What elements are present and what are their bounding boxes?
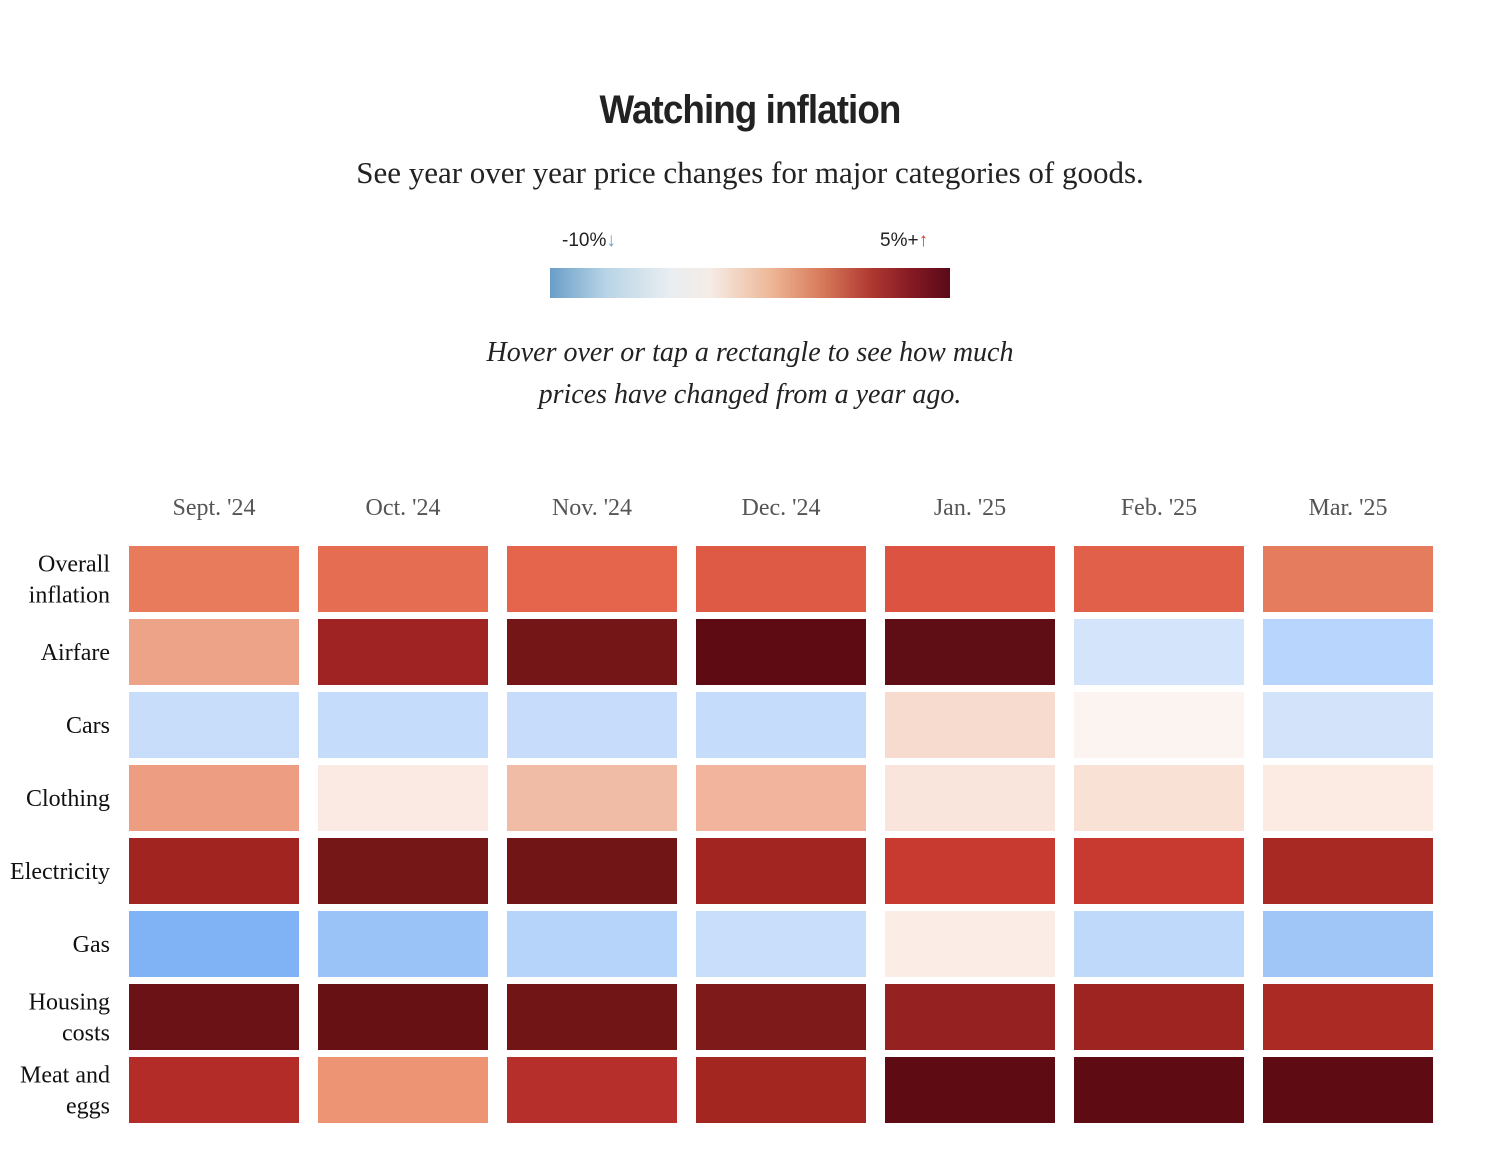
- heatmap-cell[interactable]: [318, 838, 488, 904]
- heatmap-cell[interactable]: [129, 692, 299, 758]
- row-label: Clothing: [26, 786, 110, 812]
- instruction-text: Hover over or tap a rectangle to see how…: [0, 332, 1500, 416]
- legend-low-label: -10%: [562, 230, 607, 251]
- column-label: Mar. '25: [1309, 495, 1388, 521]
- heatmap-cell[interactable]: [129, 911, 299, 977]
- heatmap-cell[interactable]: [1074, 838, 1244, 904]
- heatmap-cell[interactable]: [1263, 838, 1433, 904]
- heatmap-cell[interactable]: [318, 692, 488, 758]
- page-title: Watching inflation: [599, 88, 902, 132]
- heatmap-cell[interactable]: [507, 984, 677, 1050]
- heatmap-cell[interactable]: [696, 984, 866, 1050]
- column-label: Nov. '24: [552, 495, 632, 521]
- heatmap-cell[interactable]: [507, 765, 677, 831]
- heatmap-cell[interactable]: [1074, 984, 1244, 1050]
- heatmap-cell[interactable]: [885, 692, 1055, 758]
- column-label: Oct. '24: [366, 495, 441, 521]
- arrow-up-icon: ↑: [918, 230, 929, 251]
- heatmap-cell[interactable]: [318, 1057, 488, 1123]
- row-label: Meat and: [20, 1063, 110, 1089]
- legend-low: -10%↓: [562, 230, 616, 252]
- heatmap-cell[interactable]: [696, 1057, 866, 1123]
- heatmap-cell[interactable]: [129, 984, 299, 1050]
- column-label: Dec. '24: [742, 495, 821, 521]
- row-label: Gas: [73, 932, 110, 958]
- heatmap-cell[interactable]: [1074, 911, 1244, 977]
- row-label: Airfare: [41, 640, 110, 666]
- heatmap-chart: Sept. '24 Oct. '24 Nov. '24 Dec. '24 Jan. '2…: [10, 495, 1433, 1123]
- legend-gradient-bar: [550, 268, 950, 298]
- heatmap-cell[interactable]: [1263, 619, 1433, 685]
- heatmap-cell[interactable]: [696, 692, 866, 758]
- heatmap-cell[interactable]: [1263, 911, 1433, 977]
- heatmap-cell[interactable]: [1263, 546, 1433, 612]
- page-subtitle: See year over year price changes for maj…: [356, 155, 1144, 190]
- heatmap-cell[interactable]: [1263, 692, 1433, 758]
- column-label: Feb. '25: [1121, 495, 1197, 521]
- heatmap-cell[interactable]: [318, 546, 488, 612]
- heatmap-cell[interactable]: [318, 911, 488, 977]
- instruction-line-1: Hover over or tap a rectangle to see how…: [486, 337, 1014, 368]
- heatmap-cell[interactable]: [129, 546, 299, 612]
- heatmap-cell[interactable]: [885, 838, 1055, 904]
- heatmap-cell[interactable]: [129, 1057, 299, 1123]
- row-label: eggs: [66, 1094, 110, 1120]
- heatmap-cell[interactable]: [318, 765, 488, 831]
- row-label: Housing: [29, 990, 110, 1016]
- heatmap-cell[interactable]: [696, 911, 866, 977]
- heatmap-cell[interactable]: [507, 1057, 677, 1123]
- heatmap-cell[interactable]: [507, 838, 677, 904]
- arrow-down-icon: ↓: [606, 230, 616, 251]
- heatmap-cell[interactable]: [318, 619, 488, 685]
- row-label: Cars: [66, 713, 110, 739]
- row-label: Electricity: [10, 859, 110, 885]
- heatmap-cell[interactable]: [507, 546, 677, 612]
- row-label: costs: [62, 1021, 110, 1047]
- color-legend: -10%↓ 5%+↑: [550, 228, 950, 300]
- heatmap-cell[interactable]: [1074, 619, 1244, 685]
- heatmap-cell[interactable]: [885, 765, 1055, 831]
- column-label: Jan. '25: [934, 495, 1006, 521]
- heatmap-cell[interactable]: [696, 546, 866, 612]
- heatmap-cell[interactable]: [1074, 765, 1244, 831]
- heatmap-cell[interactable]: [1263, 984, 1433, 1050]
- row-label: Overall: [38, 552, 110, 578]
- heatmap-cell[interactable]: [1074, 692, 1244, 758]
- heatmap-cell[interactable]: [696, 765, 866, 831]
- heatmap-cell[interactable]: [885, 911, 1055, 977]
- heatmap-cell[interactable]: [885, 546, 1055, 612]
- heatmap-cell[interactable]: [1074, 546, 1244, 612]
- row-label: inflation: [29, 583, 110, 609]
- heatmap-cell[interactable]: [1074, 1057, 1244, 1123]
- heatmap-cell[interactable]: [129, 838, 299, 904]
- heatmap-cell[interactable]: [885, 1057, 1055, 1123]
- heatmap-cell[interactable]: [696, 838, 866, 904]
- heatmap-cell[interactable]: [507, 911, 677, 977]
- heatmap-cell[interactable]: [885, 984, 1055, 1050]
- heatmap-cell[interactable]: [696, 619, 866, 685]
- heatmap-cell[interactable]: [129, 619, 299, 685]
- column-label: Sept. '24: [173, 495, 256, 521]
- heatmap-cell[interactable]: [1263, 765, 1433, 831]
- heatmap-cell[interactable]: [507, 619, 677, 685]
- heatmap-cell[interactable]: [507, 692, 677, 758]
- legend-high: 5%+↑: [880, 230, 928, 252]
- heatmap-cell[interactable]: [129, 765, 299, 831]
- heatmap-cell[interactable]: [1263, 1057, 1433, 1123]
- heatmap-cell[interactable]: [885, 619, 1055, 685]
- legend-high-label: 5%+: [880, 230, 919, 251]
- heatmap-cell[interactable]: [318, 984, 488, 1050]
- instruction-line-2: prices have changed from a year ago.: [538, 379, 962, 410]
